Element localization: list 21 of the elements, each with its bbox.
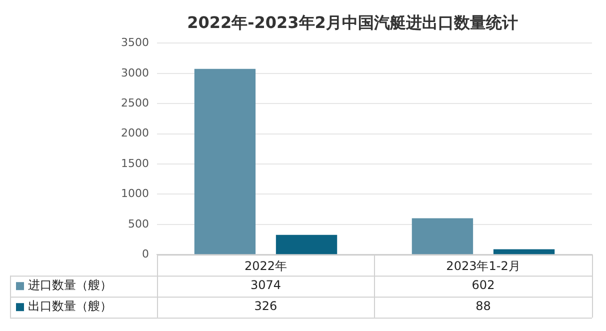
bar (412, 218, 474, 254)
y-tick-label: 500 (128, 217, 149, 230)
y-tick-label: 2500 (120, 96, 149, 110)
bar (194, 68, 256, 254)
bar (276, 234, 338, 254)
y-tick-label: 3500 (120, 36, 149, 50)
y-tick-label: 3000 (120, 66, 149, 80)
data-label: 602 (472, 278, 495, 292)
x-tick-label: 2023年1-2月 (446, 258, 520, 273)
legend-label: 出口数量（艘） (28, 299, 112, 314)
data-label: 88 (476, 299, 491, 314)
y-tick-label: 1000 (120, 187, 149, 200)
y-tick-label: 2000 (120, 126, 149, 140)
y-tick-label: 1500 (120, 156, 149, 170)
chart-title: 2022年-2023年2月中国汽艇进出口数量统计 (187, 12, 518, 32)
legend-label: 进口数量（艘） (28, 278, 112, 292)
y-tick-label: 0 (142, 247, 149, 260)
data-label: 326 (254, 299, 278, 314)
bar (493, 249, 555, 254)
x-tick-label: 2022年 (244, 258, 288, 273)
data-label: 3074 (250, 278, 282, 292)
